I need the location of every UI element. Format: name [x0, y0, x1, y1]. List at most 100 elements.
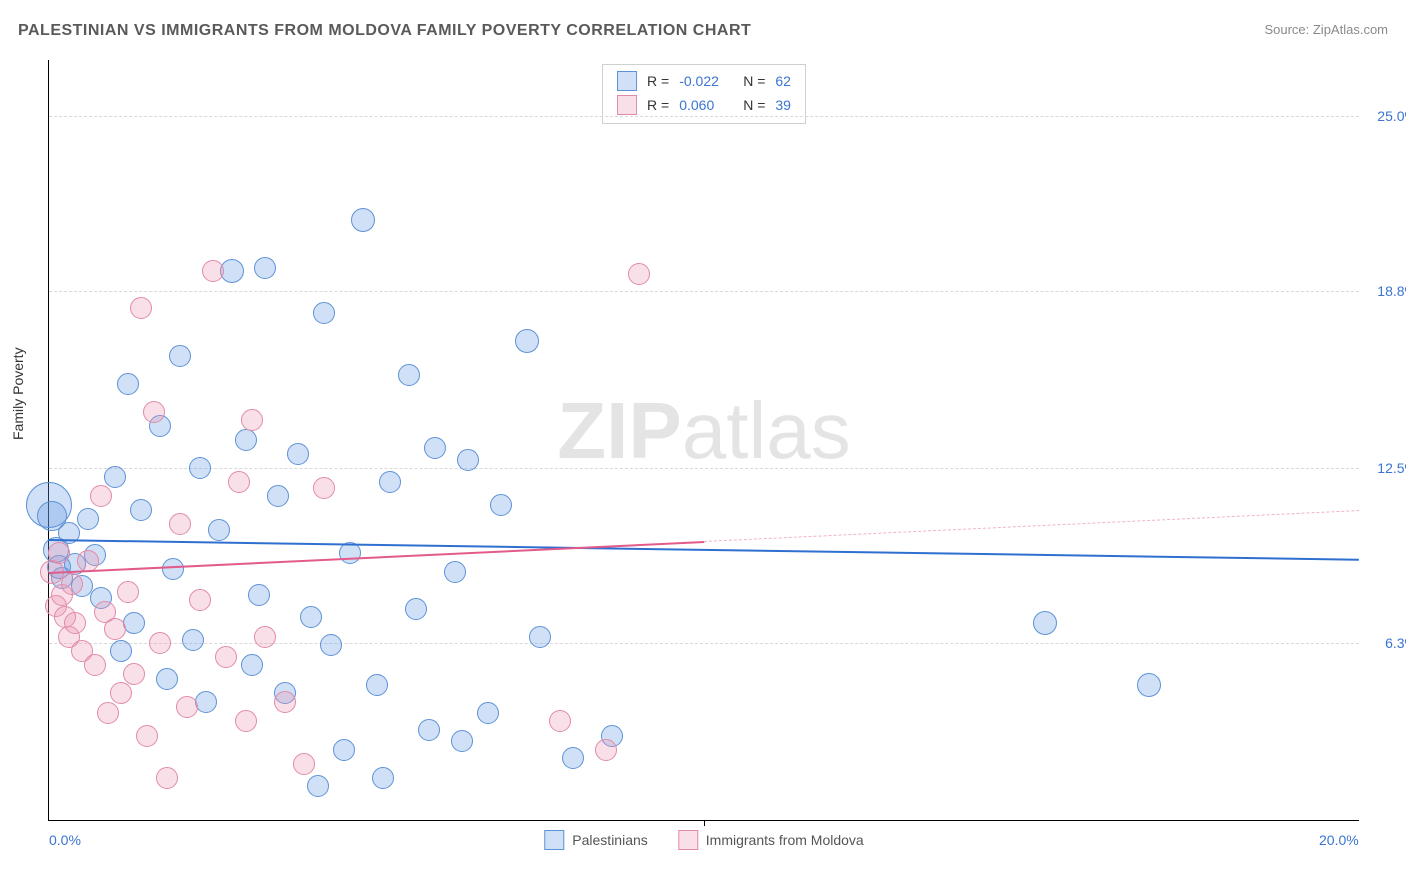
data-point [176, 696, 198, 718]
data-point [333, 739, 355, 761]
data-point [549, 710, 571, 732]
data-point [267, 485, 289, 507]
data-point [90, 485, 112, 507]
data-point [379, 471, 401, 493]
legend-series: Palestinians Immigrants from Moldova [544, 830, 863, 850]
data-point [77, 508, 99, 530]
data-point [104, 618, 126, 640]
data-point [64, 612, 86, 634]
data-point [130, 499, 152, 521]
data-point [220, 259, 244, 283]
source-attribution: Source: ZipAtlas.com [1264, 22, 1388, 37]
data-point [235, 429, 257, 451]
y-axis-label: Family Poverty [10, 347, 26, 440]
data-point [1033, 611, 1057, 635]
data-point [595, 739, 617, 761]
stat-n: 39 [775, 97, 791, 113]
gridline [49, 116, 1359, 117]
gridline [49, 468, 1359, 469]
data-point [169, 513, 191, 535]
y-tick-label: 12.5% [1367, 460, 1406, 476]
data-point [372, 767, 394, 789]
data-point [61, 573, 83, 595]
stat-label: N = [743, 73, 765, 89]
stat-label: R = [647, 97, 669, 113]
trend-line-extrapolated [704, 510, 1359, 542]
legend-label: Palestinians [572, 832, 648, 848]
data-point [351, 208, 375, 232]
data-point [1137, 673, 1161, 697]
legend-swatch [617, 71, 637, 91]
data-point [104, 466, 126, 488]
legend-stats: R =-0.022N =62R =0.060N =39 [602, 64, 806, 124]
data-point [313, 302, 335, 324]
data-point [405, 598, 427, 620]
data-point [202, 260, 224, 282]
data-point [313, 477, 335, 499]
data-point [248, 584, 270, 606]
data-point [307, 775, 329, 797]
watermark: ZIPatlas [557, 385, 850, 477]
data-point [136, 725, 158, 747]
data-point [398, 364, 420, 386]
data-point [366, 674, 388, 696]
data-point [418, 719, 440, 741]
data-point [208, 519, 230, 541]
gridline [49, 291, 1359, 292]
chart-container: PALESTINIAN VS IMMIGRANTS FROM MOLDOVA F… [0, 0, 1406, 892]
data-point [156, 767, 178, 789]
stat-n: 62 [775, 73, 791, 89]
data-point [130, 297, 152, 319]
legend-stat-row: R = 0.060 N = 39 [617, 93, 791, 117]
data-point [169, 345, 191, 367]
data-point [195, 691, 217, 713]
data-point [117, 581, 139, 603]
data-point [515, 329, 539, 353]
x-tick-label: 0.0% [49, 832, 81, 848]
data-point [628, 263, 650, 285]
y-tick-label: 25.0% [1367, 108, 1406, 124]
legend-swatch [617, 95, 637, 115]
data-point [162, 558, 184, 580]
data-point [143, 401, 165, 423]
legend-swatch [544, 830, 564, 850]
data-point [156, 668, 178, 690]
stat-label: N = [743, 97, 765, 113]
data-point [241, 409, 263, 431]
data-point [451, 730, 473, 752]
data-point [110, 640, 132, 662]
data-point [149, 632, 171, 654]
data-point [228, 471, 250, 493]
data-point [254, 257, 276, 279]
chart-title: PALESTINIAN VS IMMIGRANTS FROM MOLDOVA F… [18, 22, 751, 40]
data-point [110, 682, 132, 704]
data-point [424, 437, 446, 459]
data-point [477, 702, 499, 724]
data-point [215, 646, 237, 668]
legend-label: Immigrants from Moldova [706, 832, 864, 848]
stat-r: 0.060 [679, 97, 733, 113]
data-point [444, 561, 466, 583]
data-point [300, 606, 322, 628]
data-point [123, 663, 145, 685]
x-tick-label: 20.0% [1319, 832, 1359, 848]
legend-stat-row: R =-0.022N =62 [617, 69, 791, 93]
trend-line [49, 541, 704, 574]
data-point [529, 626, 551, 648]
legend-item: Immigrants from Moldova [678, 830, 864, 850]
data-point [182, 629, 204, 651]
data-point [274, 691, 296, 713]
data-point [77, 550, 99, 572]
data-point [117, 373, 139, 395]
data-point [320, 634, 342, 656]
data-point [48, 542, 70, 564]
data-point [189, 589, 211, 611]
y-tick-label: 18.8% [1367, 283, 1406, 299]
data-point [287, 443, 309, 465]
data-point [235, 710, 257, 732]
legend-item: Palestinians [544, 830, 648, 850]
data-point [254, 626, 276, 648]
y-tick-label: 6.3% [1367, 635, 1406, 651]
data-point [97, 702, 119, 724]
x-tick-mark [704, 820, 705, 826]
